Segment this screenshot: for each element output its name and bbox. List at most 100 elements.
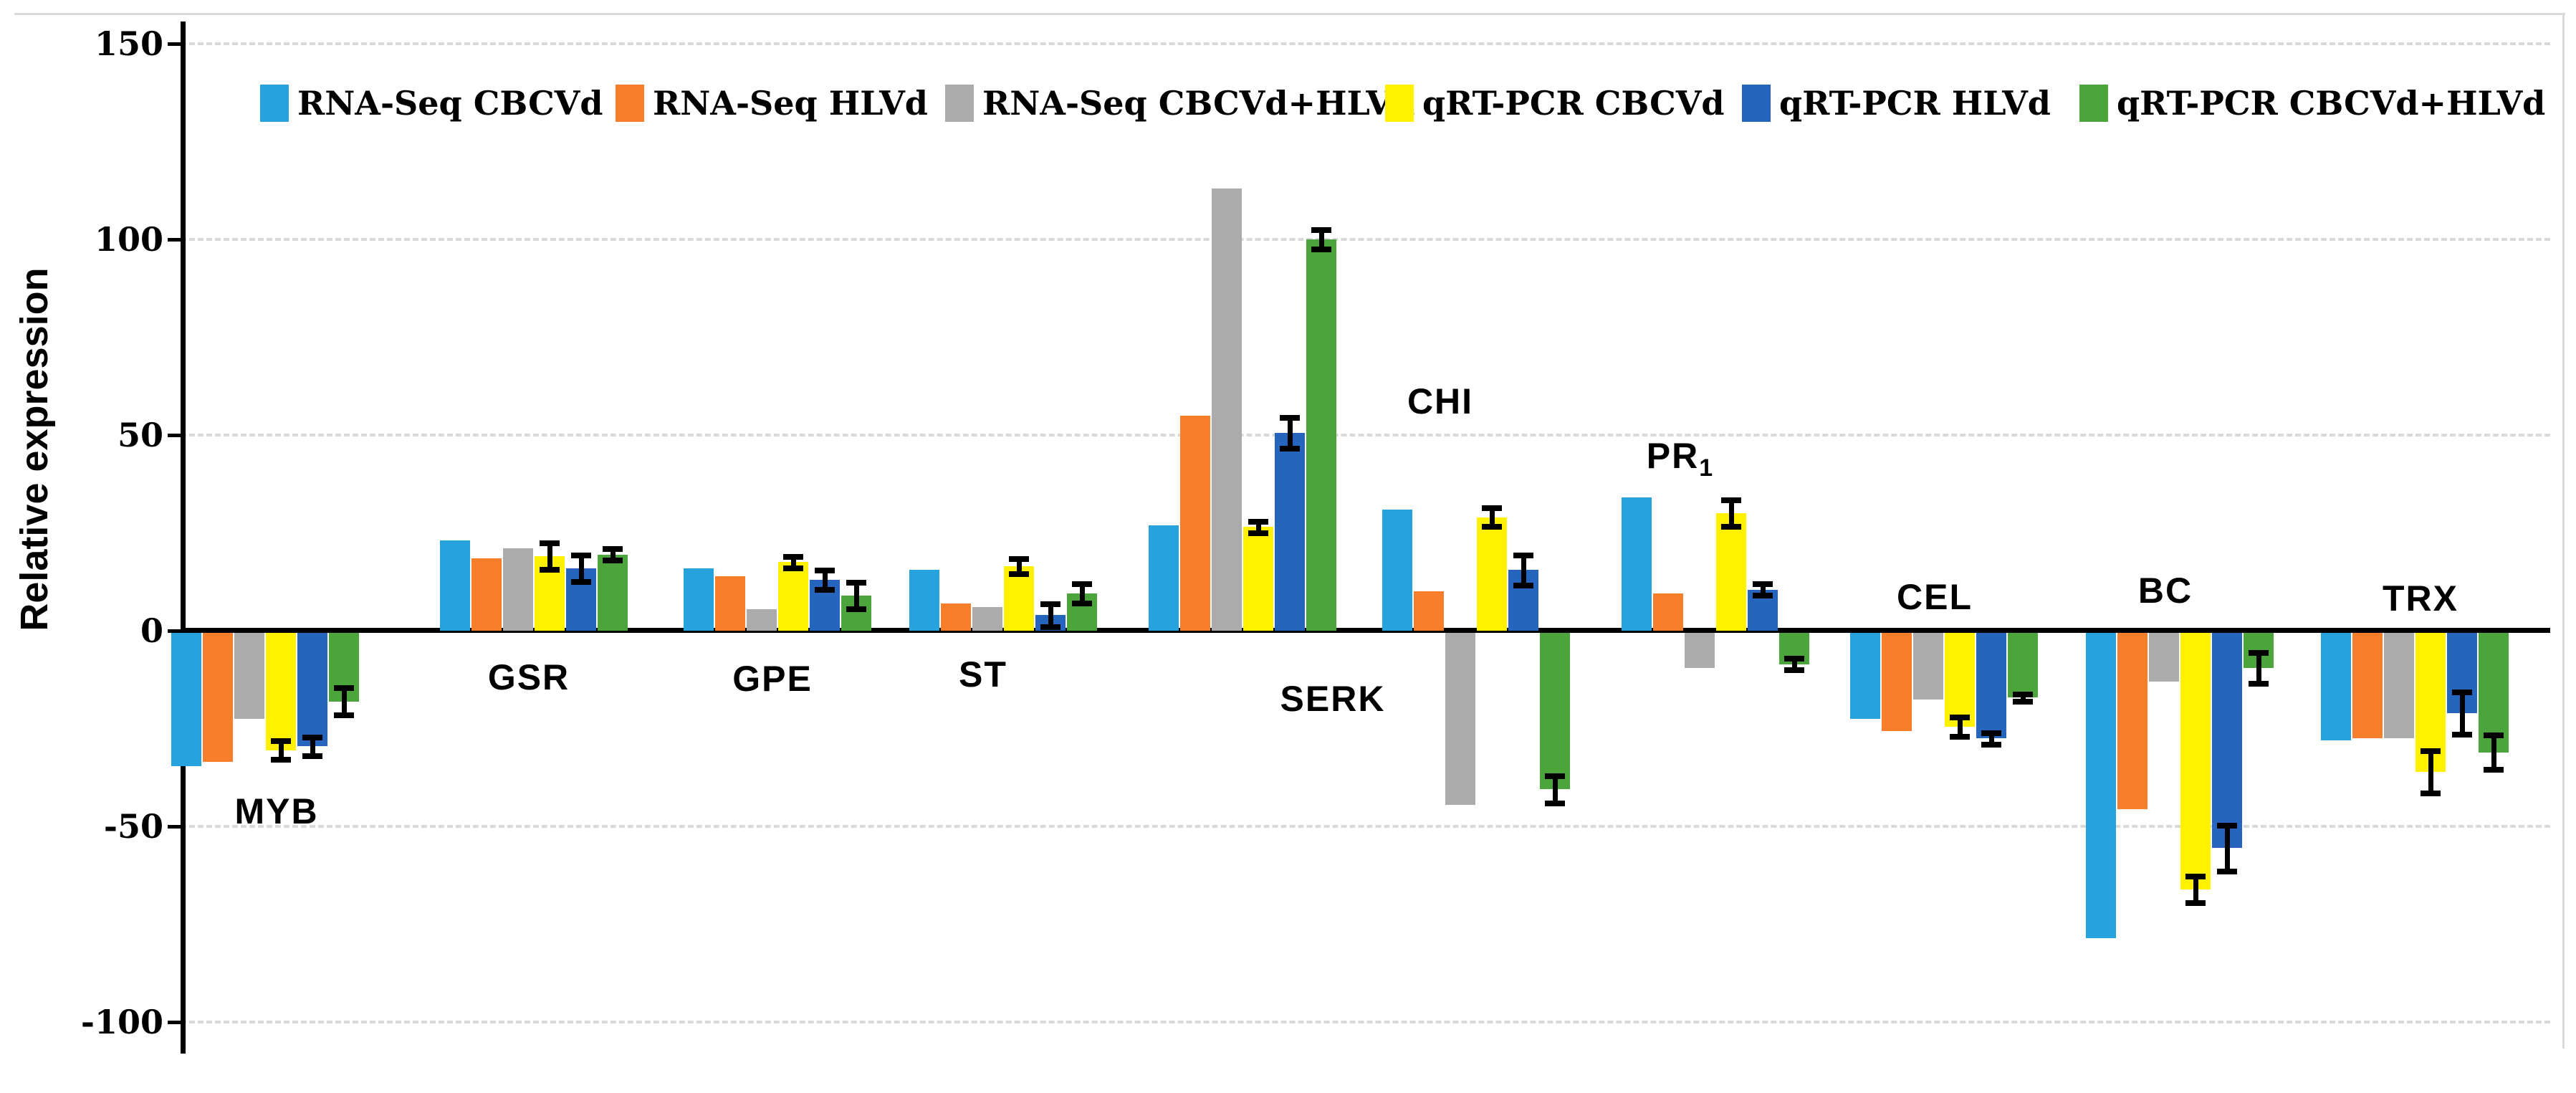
error-bar-cap-bottom-SERK-qRT-PCR CBCVd+HLVd [1311,246,1331,252]
legend-swatch-qRT-PCR CBCVd [1385,85,1414,122]
category-label-subscript: 1 [1699,454,1715,482]
bar-CHI-RNA-Seq CBCVd [1382,509,1412,631]
error-bar-line-ST-qRT-PCR CBCVd+HLVd [1079,583,1085,603]
bar-CEL-qRT-PCR HLVd [1976,633,2006,739]
bar-MYB-RNA-Seq CBCVd+HLVd [234,633,264,720]
error-bar-line-GPE-qRT-PCR CBCVd+HLVd [853,581,859,609]
error-bar-cap-top-CHI-qRT-PCR HLVd [1513,552,1533,558]
error-bar-cap-bottom-BC-qRT-PCR CBCVd [2185,899,2206,906]
error-bar-cap-bottom-SERK-qRT-PCR HLVd [1280,446,1300,452]
bar-GSR-qRT-PCR CBCVd+HLVd [598,554,628,631]
error-bar-cap-bottom-GPE-qRT-PCR CBCVd [783,565,803,571]
y-tick--100 [168,1021,181,1024]
error-bar-line-GSR-qRT-PCR CBCVd [547,543,552,571]
category-label-GPE: GPE [732,659,813,699]
error-bar-line-MYB-qRT-PCR CBCVd+HLVd [341,687,347,715]
error-bar-cap-top-MYB-qRT-PCR CBCVd+HLVd [334,685,354,692]
error-bar-cap-bottom-CHI-qRT-PCR HLVd [1513,583,1533,589]
error-bar-cap-top-GPE-qRT-PCR HLVd [815,568,835,574]
bar-BC-qRT-PCR HLVd [2212,633,2242,849]
bar-SERK-RNA-Seq CBCVd [1149,525,1179,631]
error-bar-cap-bottom-ST-qRT-PCR HLVd [1040,624,1060,630]
y-tick-label-50: 50 [117,416,163,454]
legend-swatch-RNA-Seq HLVd [616,85,644,122]
bar-MYB-RNA-Seq CBCVd [171,633,201,766]
bar-GSR-RNA-Seq CBCVd+HLVd [503,548,533,631]
chart-border-top [14,13,2565,15]
error-bar-cap-bottom-GSR-qRT-PCR CBCVd [540,567,560,573]
bar-CHI-qRT-PCR CBCVd [1477,517,1507,631]
legend-swatch-RNA-Seq CBCVd [260,85,289,122]
error-bar-line-PR1-qRT-PCR CBCVd+HLVd [1791,658,1797,670]
y-tick-label-150: 150 [94,24,163,63]
error-bar-cap-bottom-GPE-qRT-PCR CBCVd+HLVd [846,606,866,612]
error-bar-line-CEL-qRT-PCR CBCVd+HLVd [2020,693,2026,702]
bar-MYB-qRT-PCR HLVd [297,633,327,747]
gridline--100 [181,1021,2550,1023]
error-bar-line-TRX-qRT-PCR CBCVd+HLVd [2491,734,2496,770]
error-bar-line-MYB-qRT-PCR HLVd [310,736,315,756]
bar-SERK-qRT-PCR HLVd [1275,433,1305,631]
error-bar-cap-top-SERK-qRT-PCR HLVd [1280,415,1300,421]
bar-ST-RNA-Seq CBCVd [909,570,939,631]
error-bar-line-BC-qRT-PCR CBCVd [2193,875,2198,903]
error-bar-cap-bottom-GSR-qRT-PCR CBCVd+HLVd [603,557,623,563]
bar-GSR-RNA-Seq CBCVd [440,540,470,631]
bar-ST-RNA-Seq HLVd [941,603,971,631]
bar-ST-qRT-PCR CBCVd [1004,565,1034,631]
error-bar-cap-top-BC-qRT-PCR HLVd [2217,822,2237,829]
error-bar-line-CEL-qRT-PCR CBCVd [1957,717,1963,737]
error-bar-cap-top-GPE-qRT-PCR CBCVd [783,554,803,560]
error-bar-cap-bottom-TRX-qRT-PCR CBCVd+HLVd [2484,767,2504,773]
legend-swatch-RNA-Seq CBCVd+HLVd [945,85,974,122]
bar-TRX-qRT-PCR CBCVd+HLVd [2479,633,2509,753]
error-bar-line-ST-qRT-PCR HLVd [1048,603,1053,627]
legend-label: qRT-PCR HLVd [1779,84,2051,123]
error-bar-cap-bottom-MYB-qRT-PCR CBCVd [271,757,291,763]
category-label-CHI: CHI [1407,381,1474,421]
error-bar-line-CEL-qRT-PCR HLVd [1988,732,1994,745]
y-tick-label--100: -100 [80,1003,163,1041]
error-bar-cap-top-GPE-qRT-PCR CBCVd+HLVd [846,579,866,586]
bar-SERK-RNA-Seq HLVd [1180,415,1210,631]
bar-CHI-RNA-Seq HLVd [1414,591,1444,631]
bar-TRX-RNA-Seq CBCVd [2321,633,2351,741]
y-tick-150 [168,42,181,46]
error-bar-cap-bottom-BC-qRT-PCR CBCVd+HLVd [2249,680,2269,687]
error-bar-cap-top-ST-qRT-PCR CBCVd [1009,555,1029,562]
error-bar-line-CHI-qRT-PCR CBCVd+HLVd [1552,775,1558,803]
error-bar-cap-top-BC-qRT-PCR CBCVd+HLVd [2249,650,2269,657]
y-tick-50 [168,434,181,437]
error-bar-cap-bottom-CHI-qRT-PCR CBCVd+HLVd [1545,800,1565,806]
error-bar-cap-top-TRX-qRT-PCR HLVd [2452,689,2472,695]
error-bar-cap-bottom-PR1-qRT-PCR CBCVd+HLVd [1784,667,1804,673]
error-bar-cap-bottom-PR1-qRT-PCR HLVd [1753,592,1773,598]
bar-GPE-RNA-Seq HLVd [715,576,745,631]
legend-label: qRT-PCR CBCVd [1422,84,1725,123]
legend-item-qRT-PCR CBCVd: qRT-PCR CBCVd [1385,83,1725,123]
bar-CHI-qRT-PCR CBCVd+HLVd [1540,633,1570,790]
error-bar-cap-top-ST-qRT-PCR HLVd [1040,601,1060,607]
legend-item-RNA-Seq CBCVd+HLVd: RNA-Seq CBCVd+HLVd [945,83,1414,123]
bar-PR1-RNA-Seq CBCVd+HLVd [1685,633,1715,669]
error-bar-cap-bottom-BC-qRT-PCR HLVd [2217,869,2237,875]
error-bar-cap-top-SERK-qRT-PCR CBCVd [1248,519,1268,525]
error-bar-line-GSR-qRT-PCR CBCVd+HLVd [610,548,616,560]
legend-item-qRT-PCR CBCVd+HLVd: qRT-PCR CBCVd+HLVd [2079,83,2545,123]
category-label-SERK: SERK [1280,679,1386,719]
error-bar-line-MYB-qRT-PCR CBCVd [278,740,284,760]
error-bar-cap-bottom-ST-qRT-PCR CBCVd+HLVd [1072,600,1092,606]
error-bar-line-BC-qRT-PCR CBCVd+HLVd [2256,652,2261,684]
error-bar-line-SERK-qRT-PCR CBCVd+HLVd [1318,229,1324,249]
error-bar-cap-top-PR1-qRT-PCR CBCVd+HLVd [1784,656,1804,662]
bar-CEL-RNA-Seq HLVd [1882,633,1912,731]
bar-ST-RNA-Seq CBCVd+HLVd [972,607,1002,631]
y-tick-100 [168,238,181,242]
error-bar-cap-bottom-GPE-qRT-PCR HLVd [815,586,835,593]
bar-CEL-qRT-PCR CBCVd [1945,633,1975,727]
category-label-MYB: MYB [234,791,319,831]
category-label-GSR: GSR [487,657,570,697]
gridline-150 [181,42,2550,45]
bar-SERK-RNA-Seq CBCVd+HLVd [1212,188,1242,631]
error-bar-cap-bottom-CEL-qRT-PCR CBCVd+HLVd [2013,698,2033,705]
